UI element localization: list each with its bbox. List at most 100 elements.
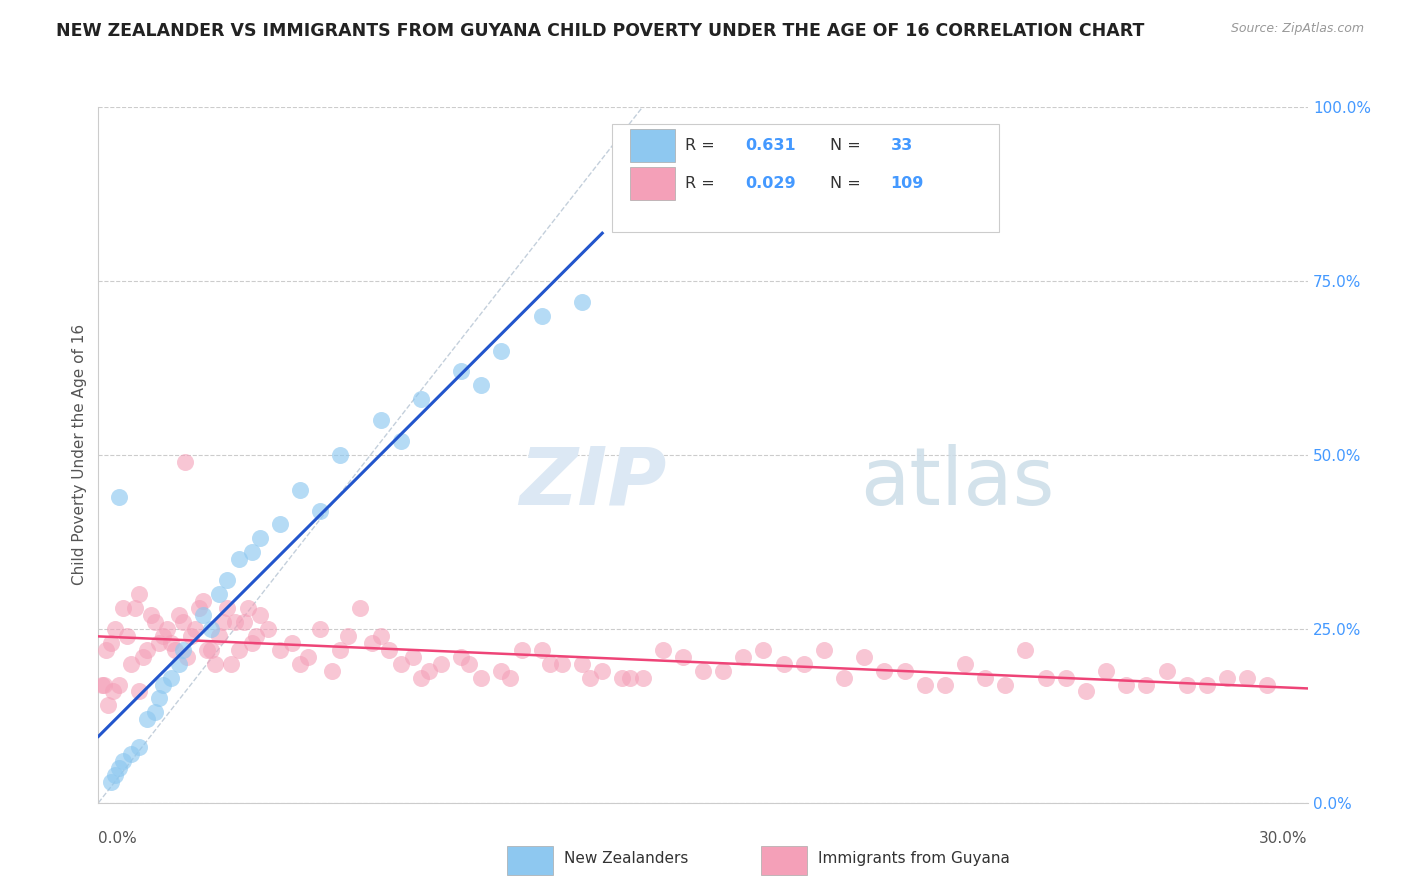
Point xyxy=(612,671,634,685)
Point xyxy=(172,615,194,629)
Point xyxy=(111,601,134,615)
Text: R =: R = xyxy=(685,138,720,153)
Point xyxy=(132,649,155,664)
Point xyxy=(281,636,304,650)
Text: R =: R = xyxy=(685,176,720,191)
Y-axis label: Child Poverty Under the Age of 16: Child Poverty Under the Age of 16 xyxy=(72,325,87,585)
Point xyxy=(370,413,392,427)
Point xyxy=(329,448,352,462)
Point xyxy=(269,642,291,657)
Point xyxy=(893,664,915,678)
Point xyxy=(288,483,311,497)
Point xyxy=(873,664,896,678)
Point xyxy=(288,657,311,671)
Point xyxy=(156,622,179,636)
Point xyxy=(256,622,278,636)
FancyBboxPatch shape xyxy=(630,167,675,200)
Point xyxy=(450,649,472,664)
Point xyxy=(538,657,561,671)
Point xyxy=(208,587,231,601)
Point xyxy=(160,671,183,685)
Point xyxy=(692,664,714,678)
Point xyxy=(430,657,453,671)
FancyBboxPatch shape xyxy=(508,846,553,875)
Point xyxy=(297,649,319,664)
Text: 0.631: 0.631 xyxy=(745,138,796,153)
Point xyxy=(120,747,142,761)
Point xyxy=(180,629,202,643)
Text: 0.0%: 0.0% xyxy=(98,830,138,846)
Point xyxy=(184,622,207,636)
Text: NEW ZEALANDER VS IMMIGRANTS FROM GUYANA CHILD POVERTY UNDER THE AGE OF 16 CORREL: NEW ZEALANDER VS IMMIGRANTS FROM GUYANA … xyxy=(56,22,1144,40)
Point xyxy=(128,740,150,755)
Point xyxy=(152,677,174,691)
Point xyxy=(974,671,997,685)
Point xyxy=(135,642,157,657)
Point xyxy=(491,664,513,678)
Point xyxy=(174,455,197,469)
Point xyxy=(1216,671,1239,685)
Point xyxy=(96,642,118,657)
Point xyxy=(470,378,492,392)
Point xyxy=(953,657,976,671)
Point xyxy=(135,712,157,726)
Point xyxy=(163,642,186,657)
Point xyxy=(111,754,134,768)
Point xyxy=(377,642,399,657)
Point xyxy=(349,601,371,615)
Point xyxy=(389,657,412,671)
Point xyxy=(530,309,553,323)
Point xyxy=(193,594,215,608)
Point xyxy=(249,607,271,622)
Point xyxy=(458,657,481,671)
Point xyxy=(571,294,593,309)
Text: 109: 109 xyxy=(890,176,924,191)
Point xyxy=(103,622,125,636)
Point xyxy=(389,434,412,448)
Point xyxy=(172,642,194,657)
Point xyxy=(491,343,513,358)
Point xyxy=(470,671,492,685)
Point xyxy=(204,657,226,671)
Point xyxy=(139,607,162,622)
Point xyxy=(370,629,392,643)
Point xyxy=(200,622,222,636)
Point xyxy=(711,664,734,678)
Point xyxy=(148,691,170,706)
Point xyxy=(1035,671,1057,685)
Point xyxy=(309,503,332,517)
Text: N =: N = xyxy=(830,176,866,191)
Point xyxy=(236,601,259,615)
Point xyxy=(1095,664,1118,678)
Point xyxy=(571,657,593,671)
Point xyxy=(97,698,120,713)
Text: Immigrants from Guyana: Immigrants from Guyana xyxy=(818,851,1010,866)
Point xyxy=(167,657,190,671)
Point xyxy=(1195,677,1218,691)
Point xyxy=(1054,671,1077,685)
Point xyxy=(208,629,231,643)
Point xyxy=(128,684,150,698)
Point xyxy=(579,671,602,685)
Point xyxy=(148,636,170,650)
Point xyxy=(409,392,432,407)
Point xyxy=(631,671,654,685)
Point xyxy=(228,642,250,657)
Point xyxy=(1135,677,1157,691)
Point xyxy=(160,636,183,650)
Point xyxy=(240,636,263,650)
Point xyxy=(224,615,246,629)
Point xyxy=(200,642,222,657)
Point xyxy=(188,601,211,615)
FancyBboxPatch shape xyxy=(761,846,807,875)
Point xyxy=(321,664,343,678)
Point xyxy=(450,364,472,378)
Point xyxy=(418,664,440,678)
Point xyxy=(221,657,243,671)
Text: 0.029: 0.029 xyxy=(745,176,796,191)
Text: Source: ZipAtlas.com: Source: ZipAtlas.com xyxy=(1230,22,1364,36)
Point xyxy=(337,629,360,643)
Point xyxy=(1074,684,1097,698)
Point xyxy=(91,677,114,691)
Text: 30.0%: 30.0% xyxy=(1260,830,1308,846)
